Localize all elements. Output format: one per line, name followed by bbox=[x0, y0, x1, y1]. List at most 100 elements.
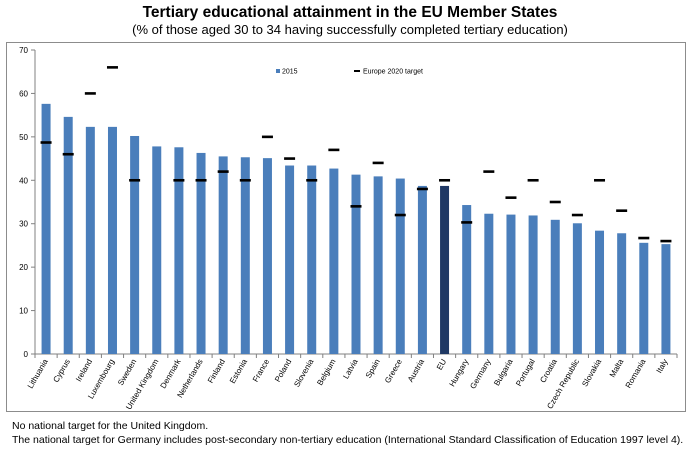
bar-malta bbox=[617, 233, 627, 354]
y-tick-label: 40 bbox=[19, 176, 28, 185]
bar-netherlands bbox=[196, 152, 206, 354]
target-marker-luxembourg bbox=[106, 66, 118, 69]
chart-notes: No national target for the United Kingdo… bbox=[12, 420, 683, 447]
x-tick-label: Poland bbox=[273, 358, 293, 384]
target-marker-latvia bbox=[350, 205, 362, 208]
x-tick-label: Estonia bbox=[228, 357, 249, 385]
x-tick-label: Denmark bbox=[159, 357, 184, 390]
bar-denmark bbox=[174, 147, 184, 354]
y-tick-label: 0 bbox=[24, 350, 29, 359]
target-marker-slovenia bbox=[306, 178, 318, 182]
target-marker-poland bbox=[284, 157, 296, 160]
bar-sweden bbox=[130, 135, 140, 354]
target-marker-france bbox=[261, 135, 273, 139]
target-marker-malta bbox=[616, 209, 628, 212]
chart-frame bbox=[6, 42, 686, 412]
x-tick-label: Portugal bbox=[514, 357, 537, 387]
note-uk: No national target for the United Kingdo… bbox=[12, 420, 209, 432]
target-marker-greece bbox=[394, 213, 406, 217]
target-marker-netherlands bbox=[195, 178, 207, 182]
target-marker-finland bbox=[217, 170, 229, 173]
x-tick-label: Latvia bbox=[341, 357, 360, 380]
x-tick-label: Malta bbox=[608, 357, 626, 379]
chart-subtitle: (% of those aged 30 to 34 having success… bbox=[132, 22, 568, 37]
x-tick-label: EU bbox=[435, 357, 448, 371]
bar-greece bbox=[395, 178, 405, 354]
x-tick-label: Croatia bbox=[538, 357, 559, 384]
x-tick-label: Romania bbox=[624, 357, 648, 390]
x-tick-label: Cyprus bbox=[51, 358, 71, 384]
target-marker-slovakia bbox=[594, 178, 606, 182]
target-marker-cyprus bbox=[62, 152, 74, 156]
bar-france bbox=[262, 158, 272, 354]
x-tick-label: France bbox=[251, 357, 272, 384]
x-tick-label: Greece bbox=[383, 357, 404, 385]
target-marker-germany bbox=[483, 170, 495, 173]
y-tick-label: 20 bbox=[19, 263, 28, 272]
bar-united-kingdom bbox=[152, 146, 162, 354]
target-marker-italy bbox=[660, 239, 672, 243]
target-marker-ireland bbox=[84, 92, 96, 95]
target-marker-croatia bbox=[549, 200, 561, 204]
chart-title: Tertiary educational attainment in the E… bbox=[142, 4, 558, 21]
bar-germany bbox=[484, 213, 494, 354]
x-tick-label: Bulgaria bbox=[492, 357, 515, 387]
x-tick-label: Austria bbox=[406, 357, 427, 384]
bar-latvia bbox=[351, 174, 361, 354]
bar-romania bbox=[639, 242, 649, 354]
target-marker-austria bbox=[416, 187, 428, 191]
bar-austria bbox=[417, 185, 427, 354]
bar-bulgaria bbox=[506, 214, 516, 354]
x-tick-label: Italy bbox=[655, 358, 670, 375]
target-marker-portugal bbox=[527, 178, 539, 182]
bar-poland bbox=[285, 165, 295, 354]
y-tick-label: 50 bbox=[19, 133, 28, 142]
target-marker-romania bbox=[638, 236, 650, 240]
bar-slovenia bbox=[307, 165, 317, 354]
bar-croatia bbox=[550, 219, 560, 354]
target-marker-czech-republic bbox=[571, 213, 583, 217]
y-tick-label: 10 bbox=[19, 307, 28, 316]
x-tick-label: Spain bbox=[364, 358, 382, 380]
bar-estonia bbox=[240, 157, 250, 354]
target-marker-spain bbox=[372, 161, 384, 165]
x-tick-label: Slovakia bbox=[580, 357, 603, 388]
bar-czech-republic bbox=[572, 223, 582, 354]
target-marker-eu bbox=[439, 178, 451, 182]
x-tick-label: Germany bbox=[468, 358, 492, 391]
y-tick-label: 60 bbox=[19, 89, 28, 98]
legend-swatch-2015 bbox=[276, 69, 280, 73]
bar-hungary bbox=[462, 205, 472, 354]
bar-cyprus bbox=[63, 116, 73, 354]
bar-eu bbox=[440, 185, 450, 354]
bar-finland bbox=[218, 156, 228, 354]
target-marker-bulgaria bbox=[505, 196, 517, 199]
target-marker-denmark bbox=[173, 178, 185, 182]
target-marker-hungary bbox=[461, 221, 473, 224]
x-tick-label: Finland bbox=[206, 358, 227, 385]
bar-lithuania bbox=[41, 103, 51, 354]
target-marker-estonia bbox=[239, 178, 251, 182]
bar-portugal bbox=[528, 215, 538, 354]
x-tick-label: Ireland bbox=[74, 358, 94, 384]
target-marker-sweden bbox=[129, 178, 141, 182]
x-tick-label: Hungary bbox=[448, 358, 471, 389]
legend-label-target: Europe 2020 target bbox=[363, 69, 423, 76]
bar-belgium bbox=[329, 168, 339, 354]
legend-label-2015: 2015 bbox=[282, 69, 298, 76]
bar-ireland bbox=[85, 126, 95, 355]
y-tick-label: 70 bbox=[19, 46, 28, 55]
bar-luxembourg bbox=[107, 126, 117, 355]
x-tick-label: Slovenia bbox=[292, 357, 315, 389]
x-tick-label: Lithuania bbox=[26, 357, 50, 390]
bar-spain bbox=[373, 176, 383, 354]
target-marker-belgium bbox=[328, 148, 340, 152]
note-germany: The national target for Germany includes… bbox=[12, 433, 684, 446]
x-tick-label: Belgium bbox=[315, 357, 337, 387]
bar-italy bbox=[661, 244, 671, 354]
bar-slovakia bbox=[595, 230, 605, 354]
legend-swatch-target bbox=[354, 70, 360, 72]
y-tick-label: 30 bbox=[19, 220, 28, 229]
x-tick-label: Sweden bbox=[116, 358, 138, 388]
